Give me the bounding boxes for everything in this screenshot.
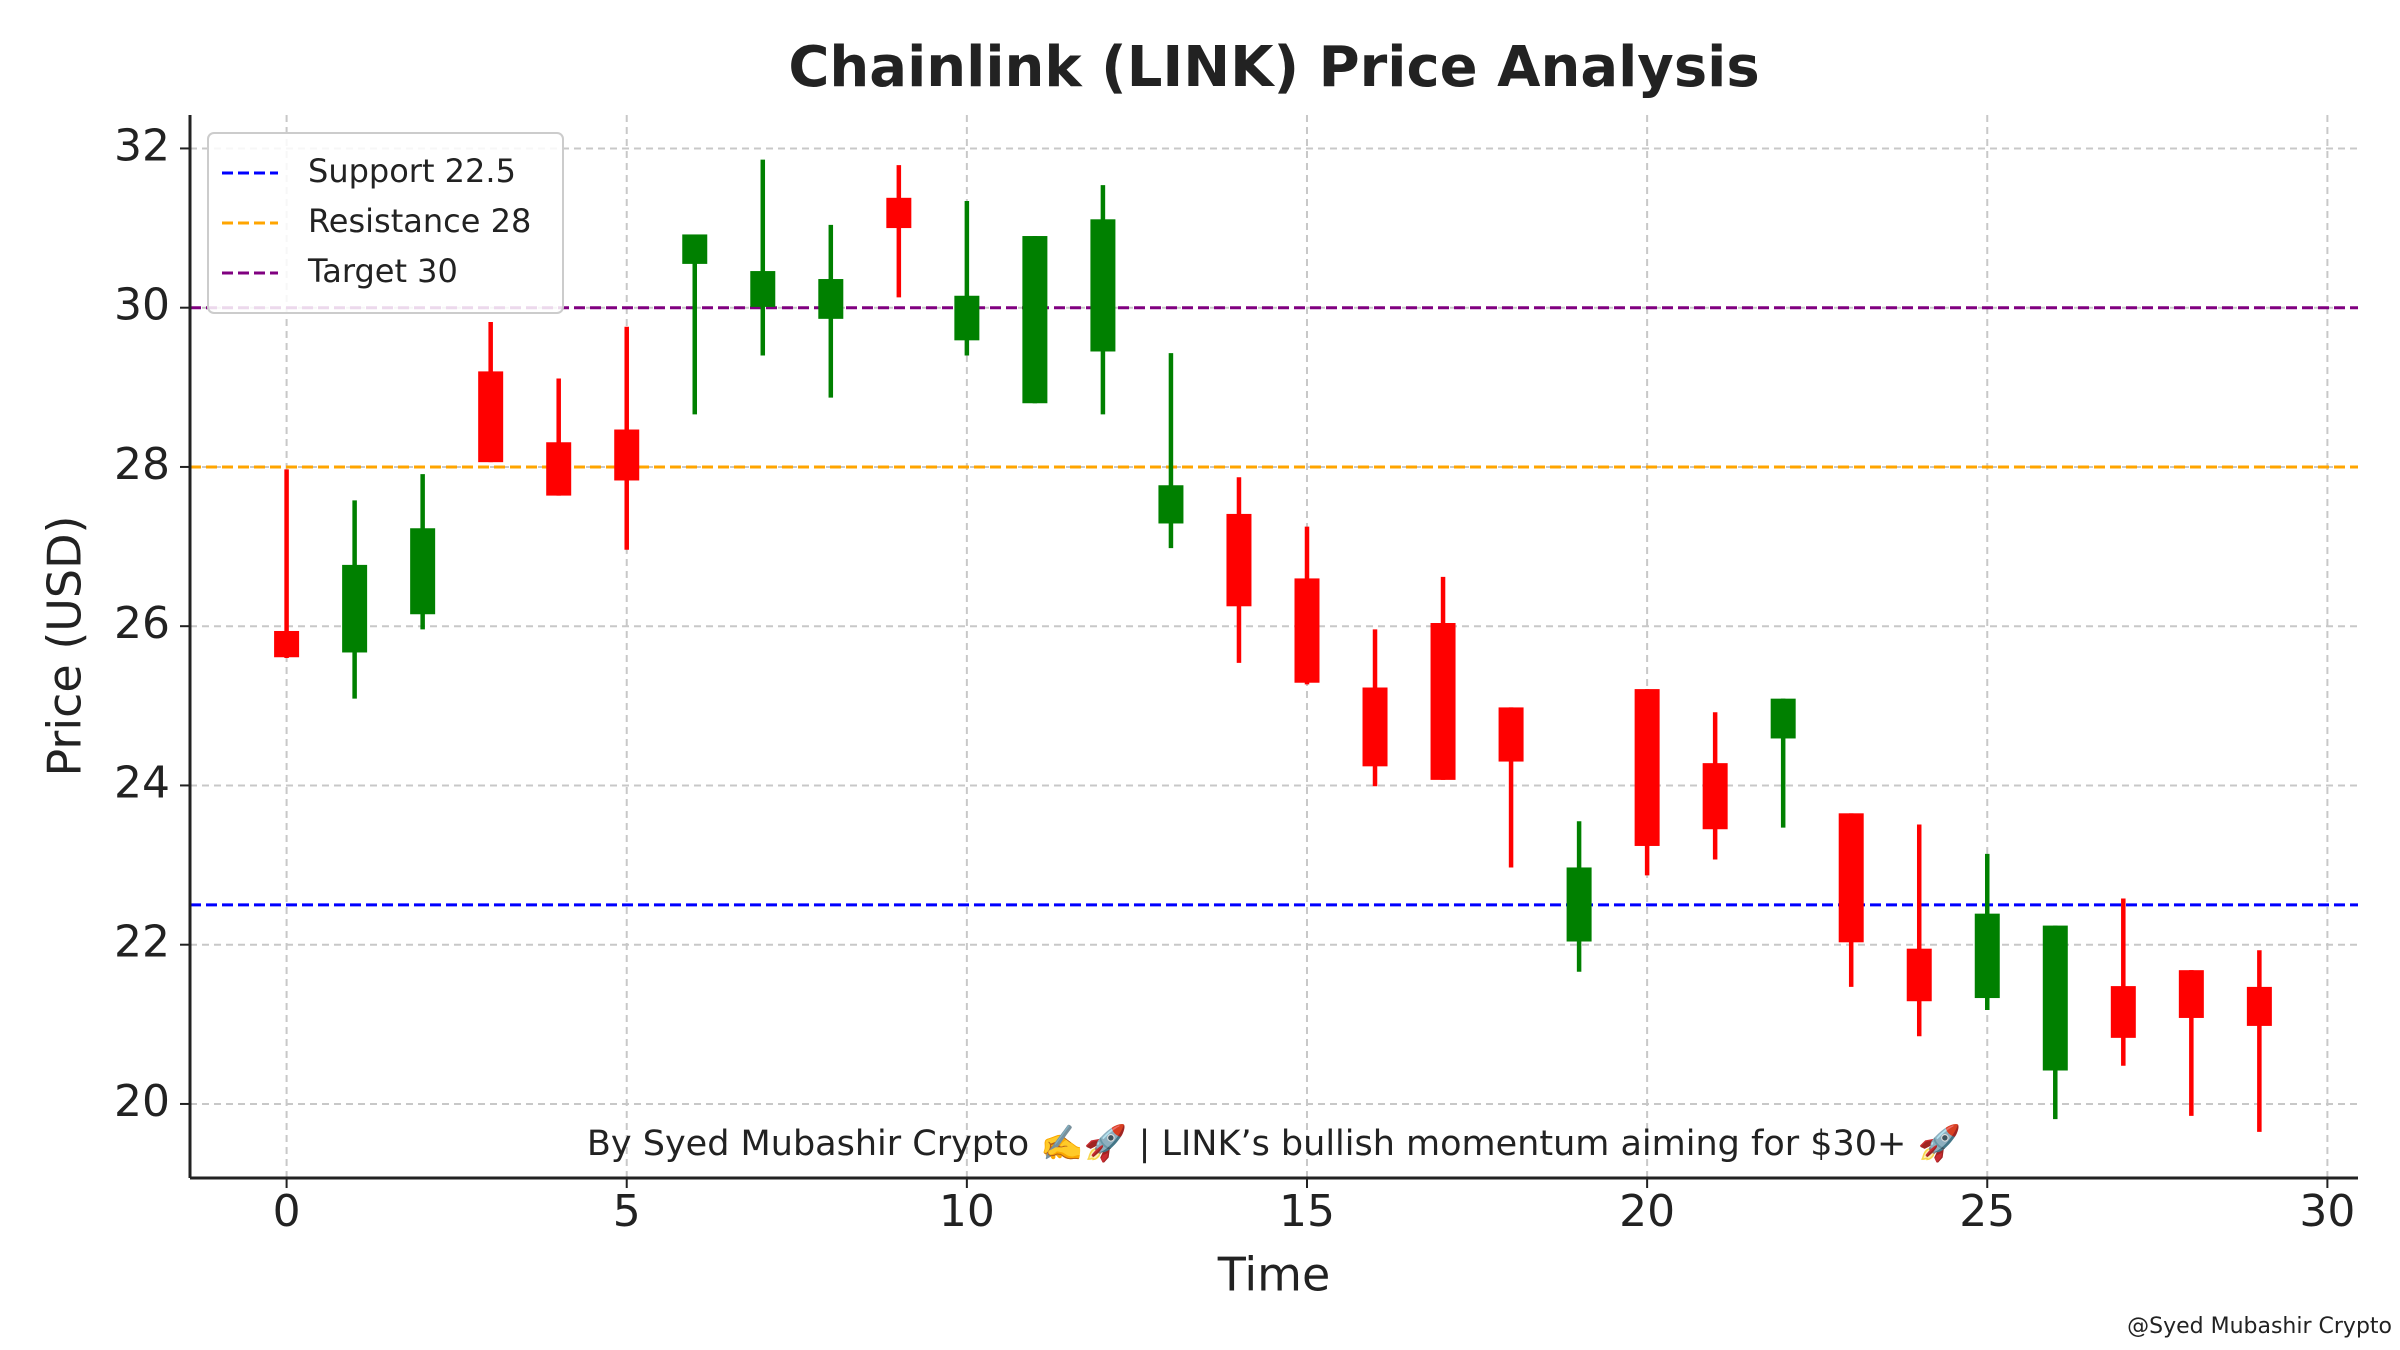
x-tick-label: 25 — [1959, 1186, 2015, 1237]
y-tick-label: 30 — [114, 280, 170, 331]
candle-body — [1294, 578, 1320, 683]
candle-body — [750, 271, 776, 307]
x-tick-label: 30 — [2299, 1186, 2355, 1237]
candle-body — [818, 279, 844, 319]
y-tick-label: 24 — [114, 757, 170, 808]
candle-body — [1974, 913, 2000, 999]
candle-body — [1430, 623, 1456, 780]
candle-body — [1566, 867, 1592, 942]
candle-body — [1770, 698, 1796, 739]
y-tick-label: 32 — [114, 120, 170, 171]
candle-body — [614, 429, 640, 481]
legend-box — [207, 132, 564, 314]
y-tick-label: 20 — [114, 1076, 170, 1127]
watermark: @Syed Mubashir Crypto — [2127, 1314, 2392, 1339]
candle-body — [2178, 970, 2204, 1018]
candle-body — [342, 564, 368, 653]
x-tick-label: 0 — [273, 1186, 301, 1237]
candle-body — [1022, 236, 1048, 404]
candle-body — [546, 442, 572, 496]
candle-body — [886, 197, 912, 229]
candle-body — [274, 630, 300, 658]
candle-body — [1906, 948, 1932, 1002]
candle-body — [1090, 219, 1116, 352]
x-tick-label: 10 — [939, 1186, 995, 1237]
candle-body — [2110, 986, 2136, 1038]
candle-body — [1498, 707, 1524, 762]
candle-body — [2246, 986, 2272, 1026]
legend-label: Resistance 28 — [308, 202, 531, 240]
candle-body — [682, 234, 708, 264]
candle-body — [1158, 485, 1184, 524]
candle-body — [1226, 513, 1252, 607]
chart-title: Chainlink (LINK) Price Analysis — [788, 35, 1759, 100]
legend-label: Target 30 — [307, 252, 458, 290]
candle-body — [2042, 925, 2068, 1071]
annotation: By Syed Mubashir Crypto ✍️🚀 | LINK’s bul… — [587, 1123, 1961, 1164]
candle-body — [1634, 689, 1660, 846]
candle-body — [478, 371, 504, 463]
x-tick-label: 5 — [613, 1186, 641, 1237]
candle-body — [1362, 687, 1388, 767]
candle-body — [1702, 763, 1728, 830]
x-axis-label: Time — [1217, 1248, 1331, 1302]
y-axis-label: Price (USD) — [38, 515, 92, 776]
candle-body — [1838, 813, 1864, 943]
candle-body — [410, 528, 436, 615]
y-tick-label: 26 — [114, 598, 170, 649]
x-tick-label: 20 — [1619, 1186, 1675, 1237]
legend-label: Support 22.5 — [308, 152, 516, 190]
y-tick-label: 22 — [114, 917, 170, 968]
candle-body — [954, 295, 980, 341]
x-tick-label: 15 — [1279, 1186, 1335, 1237]
y-tick-label: 28 — [114, 439, 170, 490]
